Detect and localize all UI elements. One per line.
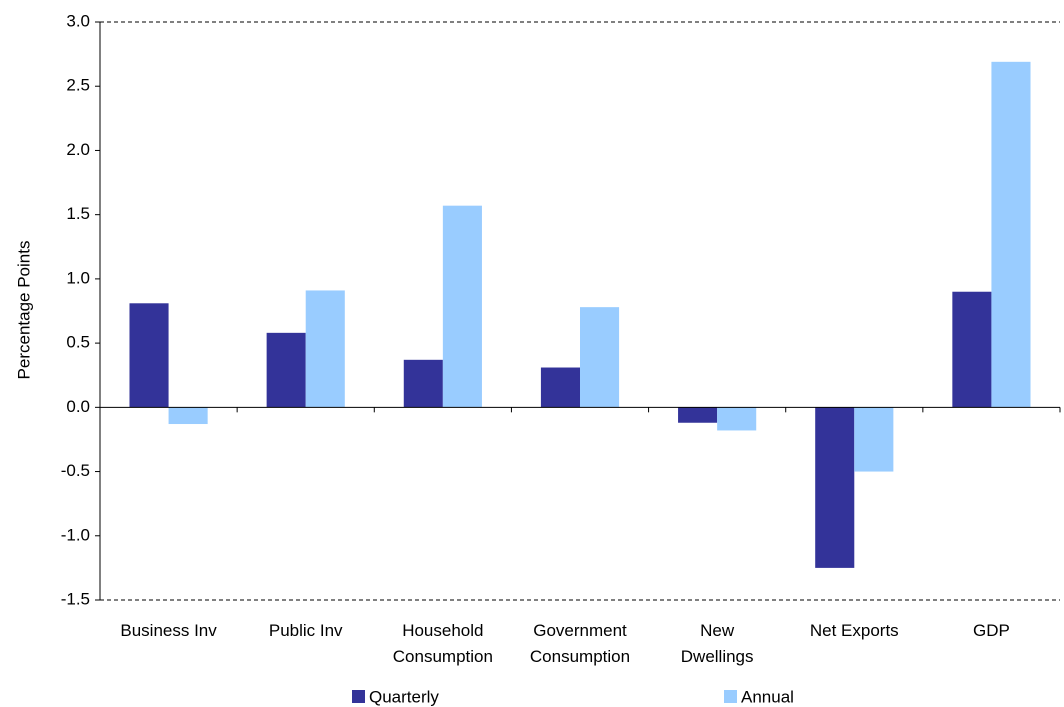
x-tick-label: Household Consumption [393, 621, 493, 666]
bar [815, 407, 855, 568]
bar [129, 303, 169, 408]
y-tick-label: 0.5 [66, 333, 90, 352]
bar [168, 407, 208, 425]
bar [952, 291, 992, 408]
legend-swatch [724, 690, 737, 703]
x-tick-label: New Dwellings [681, 621, 754, 666]
y-tick-label: 2.5 [66, 76, 90, 95]
x-tick-label: Net Exports [810, 621, 899, 640]
bar [580, 307, 620, 408]
bar [403, 359, 443, 408]
bar [442, 205, 482, 408]
y-tick-label: 1.5 [66, 204, 90, 223]
y-tick-label: 2.0 [66, 140, 90, 159]
y-axis-label: Percentage Points [14, 241, 33, 380]
y-tick-label: -1.0 [61, 525, 90, 544]
legend-swatch [352, 690, 365, 703]
x-tick-label: Government Consumption [530, 621, 630, 666]
y-tick-label: -1.5 [61, 589, 90, 608]
x-tick-label: GDP [973, 621, 1010, 640]
bar [854, 407, 894, 472]
y-tick-label: -0.5 [61, 461, 90, 480]
bar [991, 61, 1031, 408]
bar [266, 332, 306, 408]
y-tick-label: 0.0 [66, 397, 90, 416]
legend-label: Annual [741, 687, 794, 706]
y-tick-label: 3.0 [66, 11, 90, 30]
x-tick-label: Public Inv [269, 621, 343, 640]
bar [305, 290, 345, 408]
y-tick-label: 1.0 [66, 268, 90, 287]
bar [540, 367, 580, 408]
bar [717, 407, 757, 431]
x-tick-label: Business Inv [120, 621, 217, 640]
bar [678, 407, 718, 423]
legend-label: Quarterly [369, 687, 439, 706]
